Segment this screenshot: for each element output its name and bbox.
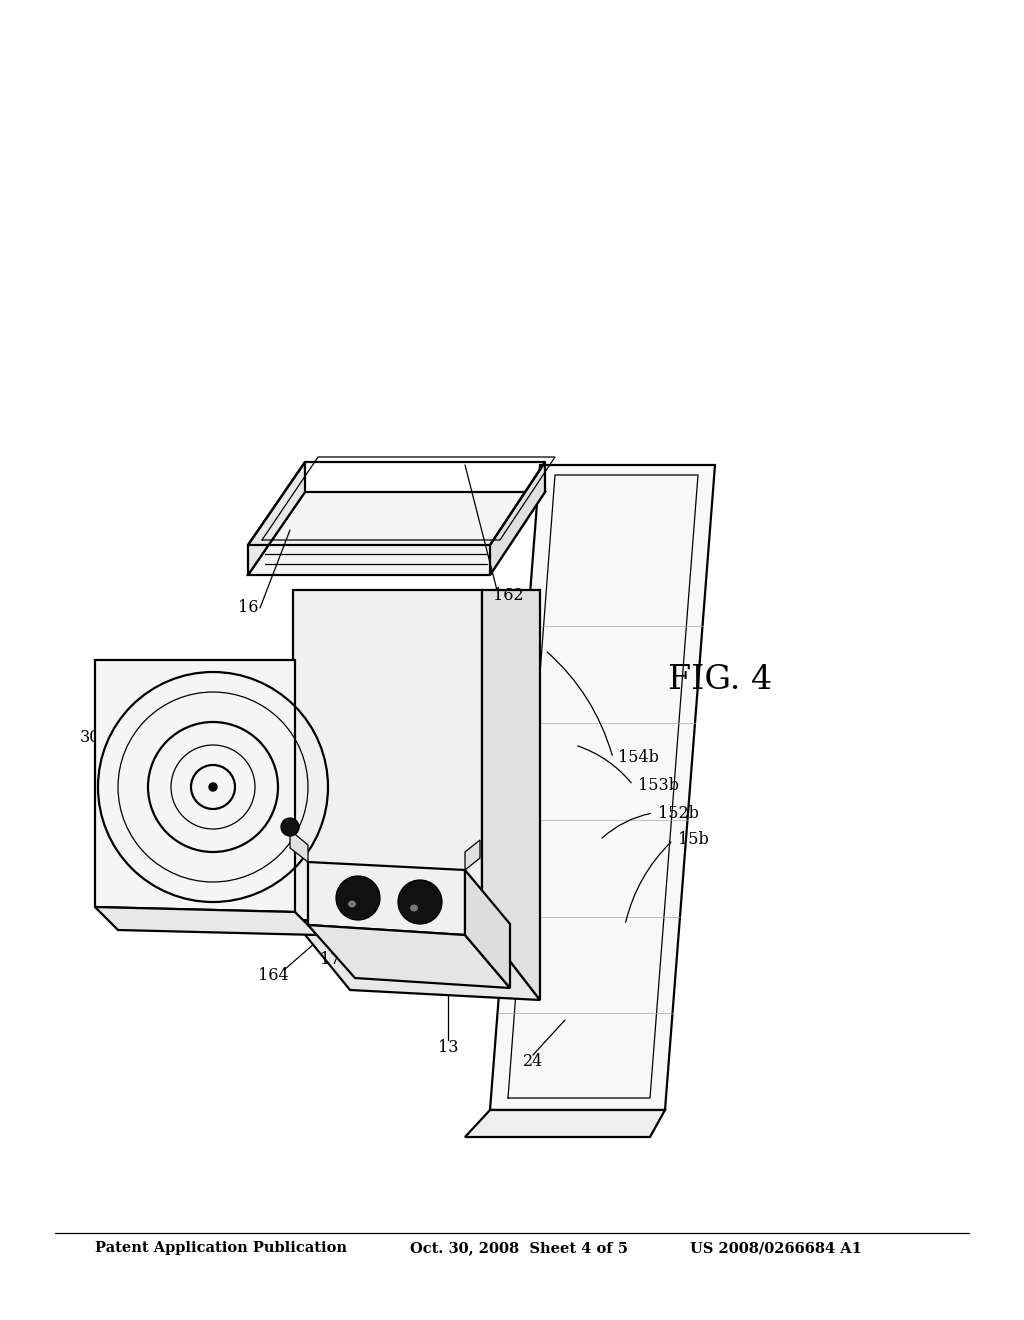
- Polygon shape: [248, 492, 545, 576]
- Text: 17: 17: [319, 952, 340, 969]
- Ellipse shape: [336, 876, 380, 920]
- Polygon shape: [308, 925, 510, 987]
- Polygon shape: [293, 590, 482, 925]
- Text: 162: 162: [493, 587, 523, 605]
- Polygon shape: [95, 660, 295, 912]
- Ellipse shape: [410, 904, 418, 912]
- Ellipse shape: [281, 818, 299, 836]
- Text: Oct. 30, 2008  Sheet 4 of 5: Oct. 30, 2008 Sheet 4 of 5: [410, 1241, 628, 1255]
- Polygon shape: [465, 870, 510, 987]
- Polygon shape: [465, 840, 480, 870]
- Text: 154b: 154b: [618, 750, 658, 767]
- Ellipse shape: [209, 783, 217, 791]
- Text: 16: 16: [238, 599, 258, 616]
- Text: 24: 24: [523, 1053, 543, 1071]
- Text: 164: 164: [258, 966, 289, 983]
- Polygon shape: [95, 907, 318, 935]
- Text: 152b: 152b: [658, 804, 698, 821]
- Polygon shape: [308, 862, 465, 935]
- Polygon shape: [490, 462, 545, 576]
- Polygon shape: [290, 830, 308, 862]
- Text: Patent Application Publication: Patent Application Publication: [95, 1241, 347, 1255]
- Text: 14: 14: [173, 673, 194, 690]
- Text: 15b: 15b: [678, 832, 709, 849]
- Ellipse shape: [398, 880, 442, 924]
- Polygon shape: [465, 1110, 665, 1137]
- Polygon shape: [293, 920, 540, 1001]
- Polygon shape: [482, 590, 540, 1001]
- Polygon shape: [490, 465, 715, 1110]
- Text: 153b: 153b: [638, 776, 679, 793]
- Text: US 2008/0266684 A1: US 2008/0266684 A1: [690, 1241, 862, 1255]
- Ellipse shape: [348, 900, 356, 908]
- Text: 13: 13: [437, 1040, 459, 1056]
- Polygon shape: [248, 462, 305, 576]
- Text: 300: 300: [80, 729, 110, 746]
- Text: FIG. 4: FIG. 4: [668, 664, 772, 696]
